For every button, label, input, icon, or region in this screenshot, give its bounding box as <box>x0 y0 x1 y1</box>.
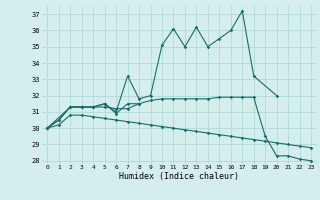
X-axis label: Humidex (Indice chaleur): Humidex (Indice chaleur) <box>119 172 239 181</box>
